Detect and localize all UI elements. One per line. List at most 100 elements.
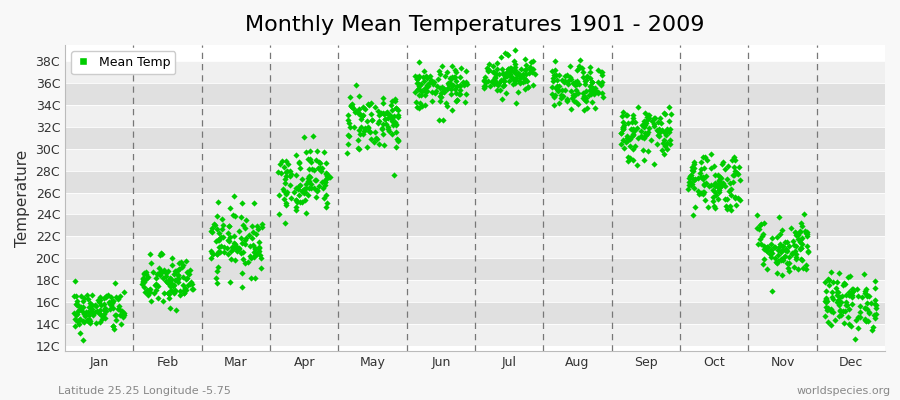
Point (320, 174, 334, 181)
Point (86, 310, 100, 316)
Point (572, 57, 587, 63)
Point (798, 262, 813, 268)
Point (453, 82, 467, 88)
Point (316, 185, 330, 192)
Point (284, 194, 298, 201)
Point (352, 126, 366, 133)
Point (857, 271, 871, 277)
Point (584, 88, 598, 94)
Point (850, 314, 865, 320)
Point (507, 68, 521, 75)
Point (273, 161, 287, 167)
Point (302, 192, 316, 199)
Point (846, 286, 860, 292)
Point (709, 192, 724, 198)
Point (518, 56, 533, 62)
Point (158, 270, 173, 276)
Point (81, 318, 95, 324)
Point (164, 275, 178, 282)
Point (375, 100, 390, 106)
Point (733, 197, 747, 203)
Bar (65, 214, 885, 236)
Point (154, 268, 168, 274)
Point (789, 232, 804, 238)
Point (548, 92, 562, 98)
Point (82, 312, 96, 318)
Point (433, 70, 447, 77)
Point (228, 213, 242, 219)
Point (113, 307, 128, 314)
Point (773, 255, 788, 262)
Point (424, 77, 438, 83)
Bar (65, 127, 885, 149)
Point (830, 292, 844, 298)
Point (247, 249, 261, 255)
Point (143, 286, 157, 292)
Point (385, 98, 400, 104)
Point (230, 244, 244, 251)
Point (787, 242, 801, 248)
Point (625, 118, 639, 125)
Point (763, 251, 778, 258)
Point (322, 174, 337, 180)
Point (869, 302, 884, 308)
Point (850, 286, 864, 292)
Point (136, 274, 150, 281)
Point (82, 304, 96, 310)
Point (490, 66, 504, 72)
Point (280, 189, 294, 195)
Point (760, 244, 774, 250)
Point (707, 172, 722, 178)
Point (210, 250, 224, 257)
Point (616, 109, 630, 115)
Point (750, 225, 764, 232)
Point (343, 94, 357, 100)
Point (361, 124, 375, 130)
Point (247, 254, 261, 260)
Point (171, 279, 185, 285)
Point (517, 75, 531, 81)
Point (724, 207, 739, 214)
Point (231, 228, 246, 234)
Point (585, 79, 599, 86)
Point (211, 199, 225, 205)
Point (161, 268, 176, 274)
Point (646, 114, 661, 121)
Point (98, 305, 112, 312)
Point (247, 242, 261, 248)
Point (70, 298, 85, 305)
Point (80, 317, 94, 324)
Point (435, 84, 449, 90)
Point (706, 197, 720, 204)
Point (479, 78, 493, 85)
Point (858, 305, 872, 311)
Point (626, 146, 640, 152)
Point (683, 173, 698, 179)
Point (392, 114, 406, 120)
Point (587, 91, 601, 97)
Point (209, 275, 223, 281)
Point (151, 283, 166, 290)
Point (279, 190, 293, 197)
Point (590, 67, 605, 74)
Point (489, 70, 503, 77)
Point (449, 97, 464, 103)
Point (687, 158, 701, 165)
Point (101, 292, 115, 299)
Point (842, 288, 856, 295)
Point (698, 197, 712, 203)
Point (140, 289, 154, 296)
Point (650, 140, 664, 147)
Point (412, 83, 427, 89)
Point (595, 69, 609, 76)
Point (453, 83, 467, 89)
Point (829, 285, 843, 291)
Point (341, 132, 356, 138)
Point (506, 76, 520, 82)
Point (184, 286, 199, 292)
Point (681, 182, 696, 188)
Point (486, 76, 500, 83)
Point (647, 115, 662, 121)
Point (630, 125, 644, 131)
Point (300, 185, 314, 192)
